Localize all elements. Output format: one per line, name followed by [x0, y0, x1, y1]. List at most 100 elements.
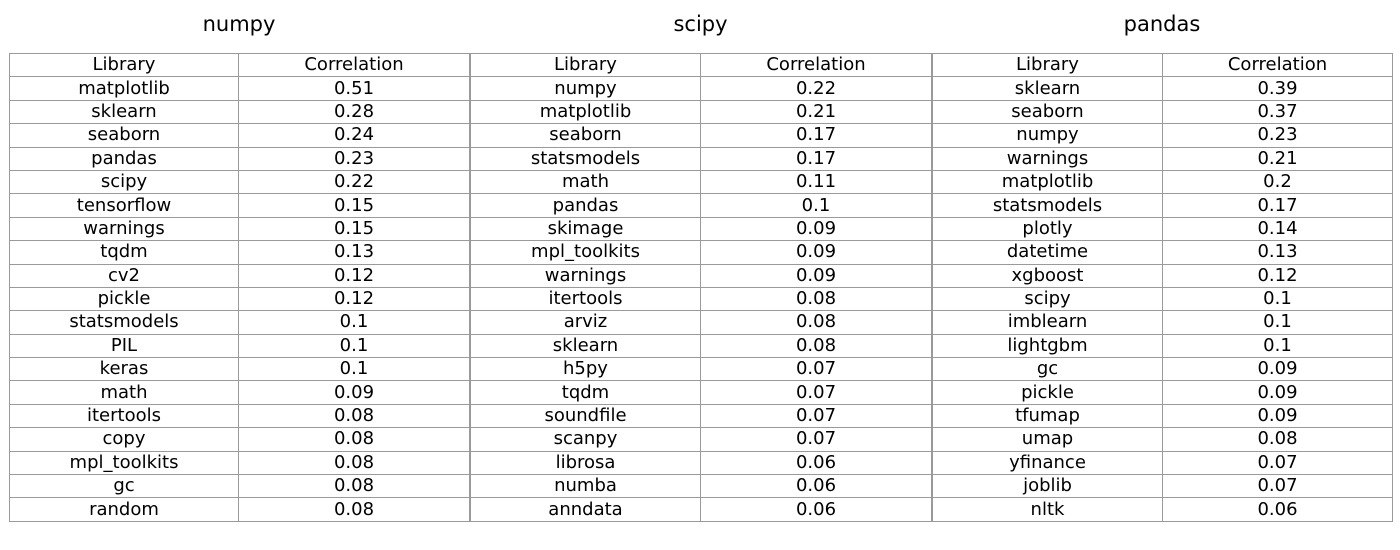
table-row: joblib 0.07 [932, 474, 1393, 499]
correlation-cell: 0.14 [1162, 216, 1393, 242]
library-cell: matplotlib [470, 99, 701, 125]
correlation-cell: 0.08 [238, 403, 470, 429]
header-library: Library [932, 52, 1163, 78]
correlation-table: Library Correlation sklearn 0.39 seaborn 0.… [932, 52, 1393, 522]
panel-title: pandas [1123, 12, 1201, 36]
table-row: tensorflow 0.15 [9, 193, 470, 218]
table-row: matplotlib 0.51 [9, 76, 470, 101]
table-row: seaborn 0.24 [9, 123, 470, 148]
library-cell: yfinance [932, 450, 1163, 476]
correlation-cell: 0.17 [700, 146, 932, 171]
library-cell: imblearn [932, 310, 1163, 335]
table-row: numpy 0.23 [932, 123, 1393, 148]
correlation-cell: 0.07 [1162, 474, 1393, 499]
table-row: h5py 0.07 [470, 357, 932, 382]
library-cell: plotly [932, 216, 1163, 242]
table-row: seaborn 0.37 [932, 99, 1393, 125]
correlation-cell: 0.1 [1162, 310, 1393, 335]
correlation-cell: 0.09 [700, 240, 932, 265]
correlation-table: Library Correlation numpy 0.22 matplotlib 0… [470, 52, 932, 522]
library-cell: arviz [470, 310, 701, 335]
table-row: pickle 0.12 [9, 286, 470, 312]
table-row: PIL 0.1 [9, 333, 470, 359]
header-correlation: Correlation [1162, 52, 1393, 78]
library-cell: math [9, 380, 239, 405]
correlation-cell: 0.08 [238, 497, 470, 522]
table-row: statsmodels 0.1 [9, 310, 470, 335]
library-cell: random [9, 497, 239, 522]
correlation-cell: 0.28 [238, 99, 470, 125]
library-cell: numpy [470, 76, 701, 101]
library-cell: seaborn [932, 99, 1163, 125]
correlation-cell: 0.08 [238, 427, 470, 452]
correlation-cell: 0.11 [700, 169, 932, 195]
library-cell: tfumap [932, 403, 1163, 429]
correlation-cell: 0.08 [238, 474, 470, 499]
library-cell: numpy [932, 123, 1163, 148]
table-row: statsmodels 0.17 [932, 193, 1393, 218]
table-row: math 0.11 [470, 169, 932, 195]
correlation-cell: 0.1 [1162, 333, 1393, 359]
correlation-cell: 0.09 [1162, 403, 1393, 429]
table-row: warnings 0.21 [932, 146, 1393, 171]
table-row: sklearn 0.39 [932, 76, 1393, 101]
table-row: scipy 0.22 [9, 169, 470, 195]
correlation-cell: 0.09 [1162, 357, 1393, 382]
library-cell: xgboost [932, 263, 1163, 288]
correlation-cell: 0.07 [700, 380, 932, 405]
header-row: Library Correlation [9, 52, 470, 78]
library-cell: warnings [932, 146, 1163, 171]
header-correlation: Correlation [700, 52, 932, 78]
correlation-cell: 0.17 [700, 123, 932, 148]
correlation-cell: 0.51 [238, 76, 470, 101]
table-row: mpl_toolkits 0.09 [470, 240, 932, 265]
correlation-cell: 0.06 [700, 474, 932, 499]
library-cell: itertools [470, 286, 701, 312]
library-cell: mpl_toolkits [9, 450, 239, 476]
correlation-cell: 0.1 [238, 310, 470, 335]
table-row: warnings 0.09 [470, 263, 932, 288]
correlation-cell: 0.08 [700, 310, 932, 335]
table-row: yfinance 0.07 [932, 450, 1393, 476]
table-row: cv2 0.12 [9, 263, 470, 288]
library-cell: librosa [470, 450, 701, 476]
correlation-cell: 0.22 [238, 169, 470, 195]
header-library: Library [9, 52, 239, 78]
table-row: numpy 0.22 [470, 76, 932, 101]
library-cell: warnings [9, 216, 239, 242]
correlation-cell: 0.13 [1162, 240, 1393, 265]
correlation-cell: 0.06 [1162, 497, 1393, 522]
library-cell: tensorflow [9, 193, 239, 218]
header-row: Library Correlation [470, 52, 932, 78]
table-row: tfumap 0.09 [932, 403, 1393, 429]
table-row: statsmodels 0.17 [470, 146, 932, 171]
table-row: warnings 0.15 [9, 216, 470, 242]
table-row: scanpy 0.07 [470, 427, 932, 452]
table-row: random 0.08 [9, 497, 470, 522]
library-cell: statsmodels [932, 193, 1163, 218]
correlation-cell: 0.06 [700, 497, 932, 522]
table-row: pickle 0.09 [932, 380, 1393, 405]
library-cell: lightgbm [932, 333, 1163, 359]
correlation-cell: 0.12 [1162, 263, 1393, 288]
table-row: datetime 0.13 [932, 240, 1393, 265]
library-cell: sklearn [470, 333, 701, 359]
table-row: seaborn 0.17 [470, 123, 932, 148]
library-cell: anndata [470, 497, 701, 522]
correlation-cell: 0.15 [238, 216, 470, 242]
table-row: itertools 0.08 [9, 403, 470, 429]
library-cell: joblib [932, 474, 1163, 499]
table-row: arviz 0.08 [470, 310, 932, 335]
library-cell: pandas [470, 193, 701, 218]
library-cell: numba [470, 474, 701, 499]
correlation-cell: 0.1 [238, 357, 470, 382]
table-row: scipy 0.1 [932, 286, 1393, 312]
table-row: gc 0.08 [9, 474, 470, 499]
correlation-cell: 0.2 [1162, 169, 1393, 195]
library-cell: mpl_toolkits [470, 240, 701, 265]
table-row: anndata 0.06 [470, 497, 932, 522]
table-row: tqdm 0.13 [9, 240, 470, 265]
table-row: soundfile 0.07 [470, 403, 932, 429]
correlation-cell: 0.08 [700, 333, 932, 359]
table-row: pandas 0.1 [470, 193, 932, 218]
